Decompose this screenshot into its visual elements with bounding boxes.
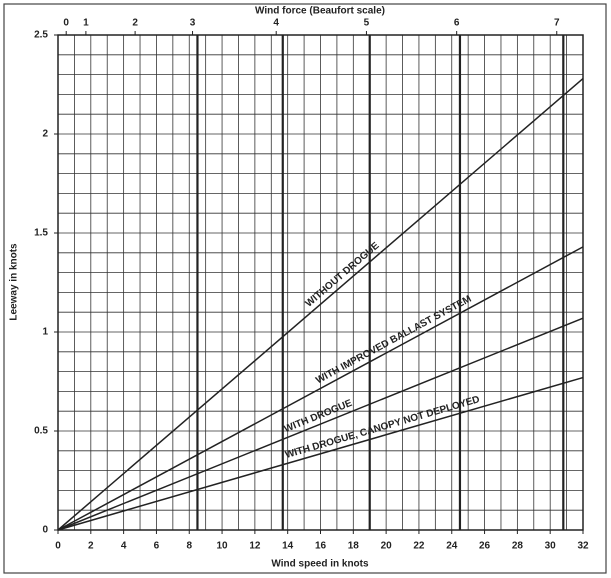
x2-tick-label: 4 (273, 18, 279, 29)
x-tick-label: 4 (121, 541, 127, 552)
x2-tick-label: 6 (454, 18, 460, 29)
x-tick-label: 26 (479, 541, 491, 552)
y-tick-label: 2 (42, 129, 48, 140)
y-axis-label: Leeway in knots (9, 243, 20, 321)
x-tick-label: 24 (446, 541, 458, 552)
frame (3, 3, 607, 574)
y-tick-label: 0 (42, 525, 48, 536)
x2-tick-label: 0 (63, 18, 69, 29)
x-tick-label: 0 (55, 541, 61, 552)
y-tick-label: 1.5 (34, 228, 48, 239)
x-tick-label: 2 (88, 541, 94, 552)
x-tick-label: 14 (282, 541, 294, 552)
line (57, 317, 584, 531)
x2-tick-label: 3 (190, 18, 196, 29)
x-axis-label: Wind speed in knots (271, 559, 369, 570)
x-tick-label: 32 (577, 541, 589, 552)
x-tick-label: 6 (154, 541, 160, 552)
x2-tick-label: 7 (554, 18, 560, 29)
x-tick-label: 12 (249, 541, 261, 552)
x-tick-label: 10 (217, 541, 229, 552)
line (57, 77, 584, 531)
x-tick-label: 18 (348, 541, 360, 552)
x-tick-label: 22 (413, 541, 425, 552)
x-tick-label: 8 (186, 541, 192, 552)
x-tick-label: 16 (315, 541, 327, 552)
x2-tick-label: 2 (132, 18, 138, 29)
x-tick-label: 28 (512, 541, 524, 552)
line (57, 376, 584, 531)
x2-axis-label: Wind force (Beaufort scale) (255, 6, 385, 17)
y-tick-label: 2.5 (34, 30, 48, 41)
y-tick-label: 0.5 (34, 426, 48, 437)
x-tick-label: 20 (381, 541, 393, 552)
line (57, 246, 584, 531)
y-tick-label: 1 (42, 327, 48, 338)
x-tick-label: 30 (545, 541, 557, 552)
x2-tick-label: 1 (83, 18, 89, 29)
x2-tick-label: 5 (364, 18, 370, 29)
